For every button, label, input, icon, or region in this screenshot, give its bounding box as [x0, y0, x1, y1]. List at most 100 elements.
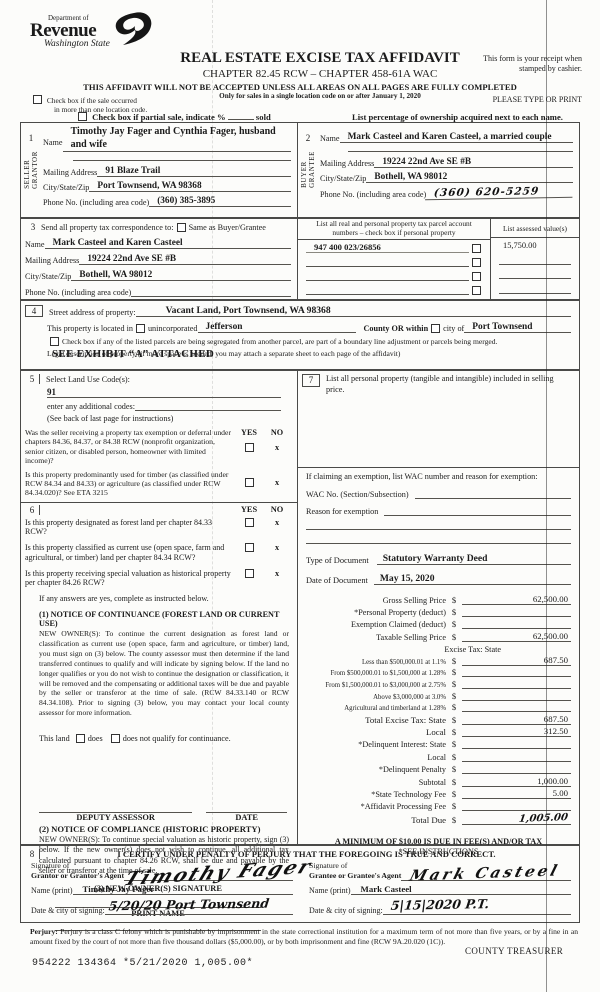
city-of-checkbox[interactable] [431, 324, 441, 333]
seller-name-extra-line[interactable] [73, 152, 291, 161]
dollar-sign: $ [451, 751, 457, 762]
deputy-assessor-signature-line[interactable] [39, 811, 193, 813]
assessed-value-4[interactable] [499, 284, 571, 294]
parcel-number-1[interactable]: 947 400 023/26856 [306, 242, 469, 254]
parcel-number-2[interactable] [306, 256, 469, 267]
parcel-number-4[interactable] [306, 284, 469, 295]
buyer-name-value[interactable]: Mark Casteel and Karen Casteel, a marrie… [339, 132, 573, 143]
buyer-name-extra-line[interactable] [348, 143, 573, 152]
same-as-buyer-checkbox[interactable] [176, 222, 186, 232]
deputy-date-line[interactable] [206, 811, 287, 813]
exemption-reason-field[interactable] [384, 505, 571, 517]
seller-name-label: Name [43, 138, 63, 147]
tax-value[interactable] [462, 690, 571, 701]
grantor-name-print-value[interactable]: Timothy Jay Fager [72, 884, 293, 896]
tax-value[interactable] [462, 701, 571, 713]
s5-q1-yes-checkbox[interactable] [244, 443, 254, 452]
new-owner-signature-label: (3) NEW OWNER(S) SIGNATURE [94, 884, 222, 894]
s6-q2-yes-checkbox[interactable] [244, 543, 254, 553]
tax-label: *Personal Property (deduct) [354, 608, 446, 618]
grantee-name-print-value[interactable]: Mark Casteel [350, 884, 571, 896]
certify-statement: I CERTIFY UNDER PENALTY OF PERJURY THAT … [117, 849, 496, 859]
seller-section-number: 1 [28, 133, 34, 143]
grantee-date-city-value[interactable]: 5|15|2020 P.T. [389, 896, 490, 914]
new-owner-signature-line[interactable] [55, 907, 261, 909]
notice1-title: (1) NOTICE OF CONTINUANCE (FOREST LAND O… [39, 610, 280, 629]
multi-location-check: Check box if the sale occurred in more t… [30, 95, 147, 114]
correspondence-box: 3 Send all property tax correspondence t… [20, 218, 298, 300]
tax-row-rate-4: Above $3,000,000 at 3.0% $ [306, 689, 571, 701]
exemption-extra-line-1[interactable] [306, 518, 571, 531]
unincorporated-checkbox[interactable] [135, 324, 145, 333]
land-use-code-value[interactable]: 91 [47, 387, 281, 398]
seller-phone-value[interactable]: (360) 385-3895 [149, 196, 291, 207]
tax-value[interactable] [462, 678, 571, 690]
exemption-extra-line-2[interactable] [306, 532, 571, 545]
parcel-personal-checkbox-2[interactable] [472, 257, 481, 267]
additional-codes-label: enter any additional codes: [47, 402, 135, 411]
tax-value[interactable]: 312.50 [462, 726, 571, 738]
correspondence-name-value[interactable]: Mark Casteel and Karen Casteel [44, 238, 291, 249]
partial-sale-checkbox[interactable] [78, 112, 87, 121]
s6-q3-yes-checkbox[interactable] [244, 568, 254, 578]
parcel-number-3[interactable] [306, 270, 469, 281]
tax-value[interactable]: 62,500.00 [462, 631, 571, 642]
grantor-date-city-value[interactable]: 5/20/20 Port Townsend [107, 895, 270, 914]
tax-label: From $1,500,000.01 to $3,000,000 at 2.75… [325, 682, 446, 690]
s5-q1-text: Was the seller receiving a property tax … [25, 428, 231, 466]
seller-name-value[interactable]: Timothy Jay Fager and Cynthia Fager, hus… [62, 126, 291, 152]
street-address-label: Street address of property: [49, 308, 136, 317]
street-address-value[interactable]: Vacant Land, Port Townsend, WA 98368 [135, 305, 571, 317]
correspondence-address-value[interactable]: 19224 22nd Ave SE #B [79, 254, 291, 265]
assessed-value-3[interactable] [499, 269, 571, 280]
grantee-signature-line[interactable]: Mark Casteel [401, 862, 571, 885]
continuance-does-checkbox[interactable] [75, 733, 85, 743]
tax-value[interactable]: 687.50 [462, 714, 571, 725]
tax-value[interactable] [462, 763, 571, 775]
tax-value[interactable]: 5.00 [462, 788, 571, 799]
county-name-value[interactable]: Jefferson [197, 322, 356, 333]
seller-side-label-1: SELLER [23, 159, 31, 189]
print-name-line[interactable] [55, 930, 261, 932]
continuance-does-not-checkbox[interactable] [110, 733, 120, 743]
tax-value[interactable]: 1,000.00 [462, 776, 571, 787]
date-of-document-value[interactable]: May 15, 2020 [373, 573, 571, 586]
buyer-phone-value[interactable]: (360) 620-5259 [425, 184, 574, 201]
tax-value[interactable]: 62,500.00 [462, 594, 571, 605]
tax-row-delinquent-state: *Delinquent Interest: State $ [306, 737, 571, 750]
s5-q2-yes-checkbox[interactable] [244, 477, 254, 487]
personal-property-label: List all personal property (tangible and… [326, 374, 554, 394]
s6-q1-yes-checkbox[interactable] [244, 517, 254, 527]
correspondence-phone-value[interactable] [131, 286, 291, 297]
tax-value[interactable] [462, 666, 571, 678]
form-warning: THIS AFFIDAVIT WILL NOT BE ACCEPTED UNLE… [83, 82, 517, 92]
tax-value[interactable] [462, 751, 571, 762]
assessed-value-2[interactable] [499, 255, 571, 265]
tax-value[interactable] [462, 800, 571, 812]
parcel-personal-checkbox-1[interactable] [472, 244, 481, 254]
multi-location-checkbox[interactable] [33, 95, 42, 104]
seller-city-value[interactable]: Port Townsend, WA 98368 [89, 181, 291, 192]
buyer-city-value[interactable]: Bothell, WA 98012 [366, 172, 573, 183]
grantor-signature-line[interactable]: Timothy Fager [121, 856, 316, 891]
parcel-personal-checkbox-4[interactable] [472, 285, 481, 295]
segregated-checkbox[interactable] [50, 337, 59, 346]
tax-label: *Delinquent Interest: State [358, 740, 446, 750]
type-of-document-value[interactable]: Statutory Warranty Deed [376, 553, 571, 566]
tax-value[interactable]: 687.50 [462, 655, 571, 666]
parcel-row: 947 400 023/26856 [306, 242, 484, 254]
additional-codes-field[interactable] [134, 401, 281, 411]
tax-value[interactable] [462, 618, 571, 630]
parcel-personal-checkbox-3[interactable] [472, 271, 481, 281]
type-of-document-label: Type of Document [306, 556, 369, 566]
total-due-value[interactable]: 1,005.00 [518, 812, 569, 826]
buyer-address-value[interactable]: 19224 22nd Ave SE #B [374, 157, 573, 168]
seller-address-value[interactable]: 91 Blaze Trail [97, 166, 291, 177]
wac-number-field[interactable] [414, 488, 571, 500]
tax-value[interactable] [462, 738, 571, 750]
city-name-value[interactable]: Port Townsend [464, 322, 571, 333]
tax-value[interactable] [462, 606, 571, 618]
correspondence-city-value[interactable]: Bothell, WA 98012 [71, 270, 291, 281]
partial-sale-percent-field[interactable] [227, 119, 254, 120]
assessed-value-1[interactable]: 15,750.00 [503, 241, 537, 251]
